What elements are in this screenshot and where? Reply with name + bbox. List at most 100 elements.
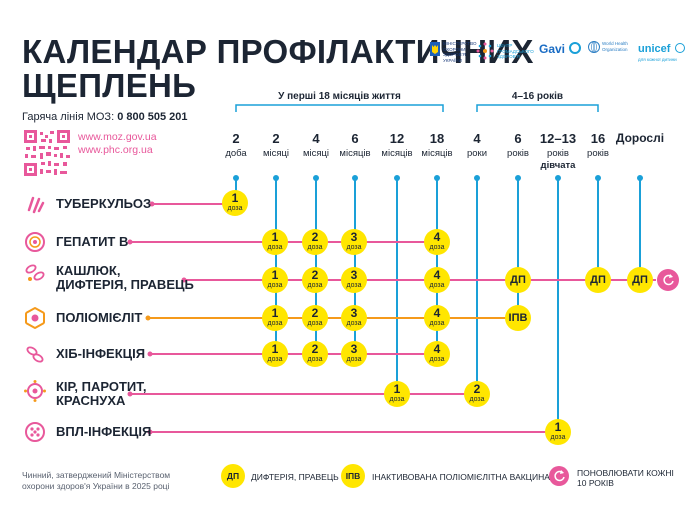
disease-label-dtp-line2: ДИФТЕРІЯ, ПРАВЕЦЬ <box>56 277 194 292</box>
tuberculosis-icon <box>27 196 45 214</box>
age-num: 12–13 <box>539 131 577 146</box>
dose-word: доза <box>346 282 362 289</box>
link-moz[interactable]: www.moz.gov.ua <box>78 131 157 143</box>
bracket-years <box>476 104 599 112</box>
legend-dp-text: ДИФТЕРІЯ, ПРАВЕЦЬ <box>251 472 339 482</box>
disease-label-mmr-line2: КРАСНУХА <box>56 393 126 408</box>
measles-icon <box>24 380 46 402</box>
age-num: 4 <box>312 131 320 146</box>
dose-number: 4 <box>433 268 441 282</box>
dose-word: доза <box>267 320 283 327</box>
legend-ipv-badge: ІПВ <box>341 464 365 488</box>
title-line-1: КАЛЕНДАР ПРОФІЛАКТИЧНИХ <box>22 33 534 70</box>
renew-10-years-icon <box>657 269 679 291</box>
dose-number: 1 <box>271 268 279 282</box>
hib-icon <box>26 346 44 363</box>
age-num: 6 <box>514 131 522 146</box>
disease-label-dtp-line1: КАШЛЮК, <box>56 263 121 278</box>
dose-word: доза <box>389 396 405 403</box>
dose-number: ДП <box>632 274 648 286</box>
disease-label-hepb: ГЕПАТИТ В <box>56 234 129 249</box>
age-num: 12 <box>389 131 405 146</box>
dose-number: 4 <box>433 342 441 356</box>
dose-number: 1 <box>231 191 239 205</box>
disease-label-mmr-line1: КІР, ПАРОТИТ, <box>56 379 147 394</box>
trident-icon <box>430 42 440 56</box>
bracket-first18 <box>235 104 444 112</box>
dose-badge-polio-1: 1 доза <box>262 305 288 331</box>
dose-word: доза <box>469 396 485 403</box>
dose-badge-hib-1: 1 доза <box>262 341 288 367</box>
dose-badge-polio-3: 3 доза <box>341 305 367 331</box>
unicef-logo: unicef для кожної дитини <box>638 39 685 62</box>
bracket-label-first18: У перші 18 місяців життя <box>278 91 401 102</box>
dose-word: доза <box>429 244 445 251</box>
dose-badge-hepb-2: 2 доза <box>302 229 328 255</box>
polio-icon <box>25 307 45 329</box>
age-num: 2 <box>272 131 280 146</box>
moz-logo: МІНІСТЕРСТВО ОХОРОНИ ЗДОРОВ'Я УКРАЇНИ <box>430 40 477 64</box>
page-title: КАЛЕНДАР ПРОФІЛАКТИЧНИХ ЩЕПЛЕНЬ <box>22 33 534 104</box>
pertussis-icon <box>25 264 45 281</box>
dose-word: доза <box>267 244 283 251</box>
dose-badge-hpv-1: 1 доза <box>545 419 571 445</box>
gavi-logo-text: Gavi <box>539 42 566 56</box>
dose-badge-dtp-3: 3 доза <box>341 267 367 293</box>
gavi-swoosh-icon <box>569 42 582 54</box>
dose-badge-dtp-dp-6y: ДП <box>505 267 531 293</box>
footnote-line-2: охорони здоров'я України в 2025 році <box>22 481 170 491</box>
unicef-logo-text: unicef <box>638 43 671 55</box>
hotline-number: 0 800 505 201 <box>117 111 188 123</box>
dose-badge-dtp-2: 2 доза <box>302 267 328 293</box>
who-emblem-icon <box>588 41 600 53</box>
dose-word: доза <box>307 320 323 327</box>
age-extra: дівчата <box>540 160 576 171</box>
dose-badge-dtp-dp-16y: ДП <box>585 267 611 293</box>
dose-badge-polio-4: 4 доза <box>424 305 450 331</box>
dose-word: доза <box>346 320 362 327</box>
disease-label-dtp: КАШЛЮК, ДИФТЕРІЯ, ПРАВЕЦЬ <box>56 264 194 292</box>
dose-word: доза <box>307 244 323 251</box>
who-logo-text: World Health Organization <box>602 41 628 52</box>
footnote-line-1: Чинний, затверджений Міністерством <box>22 470 171 480</box>
title-line-2: ЩЕПЛЕНЬ <box>22 67 197 104</box>
dose-badge-hib-4: 4 доза <box>424 341 450 367</box>
qr-code-icon <box>24 130 70 176</box>
disease-label-tb: ТУБЕРКУЛЬОЗ <box>56 196 152 211</box>
link-phc[interactable]: www.phc.org.ua <box>78 144 153 156</box>
dose-badge-dtp-4: 4 доза <box>424 267 450 293</box>
dose-word: доза <box>267 282 283 289</box>
age-num: Дорослі <box>615 131 665 145</box>
age-unit: місяців <box>421 148 453 159</box>
dose-number: 3 <box>350 268 358 282</box>
age-num: 6 <box>351 131 359 146</box>
unicef-emblem-icon <box>674 43 685 53</box>
legend-dp-badge: ДП <box>221 464 245 488</box>
dose-number: 4 <box>433 230 441 244</box>
dose-badge-mmr-1: 1 доза <box>384 381 410 407</box>
dose-word: доза <box>550 434 566 441</box>
legend-ipv-text: ІНАКТИВОВАНА ПОЛІОМІЄЛІТНА ВАКЦИНА <box>372 472 550 482</box>
dose-number: 3 <box>350 230 358 244</box>
age-unit: місяців <box>381 148 413 159</box>
hpv-icon <box>25 422 45 442</box>
age-unit: роки <box>466 148 488 159</box>
dose-number: 1 <box>271 342 279 356</box>
dose-number: 3 <box>350 342 358 356</box>
age-num: 16 <box>590 131 606 146</box>
phc-icon <box>476 42 494 60</box>
legend-renew-icon <box>549 466 569 486</box>
age-unit: місяці <box>262 148 290 159</box>
moz-logo-text: МІНІСТЕРСТВО ОХОРОНИ ЗДОРОВ'Я УКРАЇНИ <box>443 41 477 63</box>
dose-badge-mmr-2: 2 доза <box>464 381 490 407</box>
dose-badge-polio-ipv: ІПВ <box>505 305 531 331</box>
phc-logo: ЦЕНТР ГРОМАДСЬКОГО ЗДОРОВ'Я <box>476 40 534 64</box>
dose-word: доза <box>429 320 445 327</box>
dose-badge-dtp-dp-adults: ДП <box>627 267 653 293</box>
dose-number: 2 <box>311 230 319 244</box>
disease-label-polio: ПОЛІОМІЄЛІТ <box>56 310 143 325</box>
gavi-logo: Gavi <box>539 40 582 58</box>
dose-badge-hib-3: 3 доза <box>341 341 367 367</box>
dose-word: доза <box>429 282 445 289</box>
age-num: 2 <box>232 131 240 146</box>
